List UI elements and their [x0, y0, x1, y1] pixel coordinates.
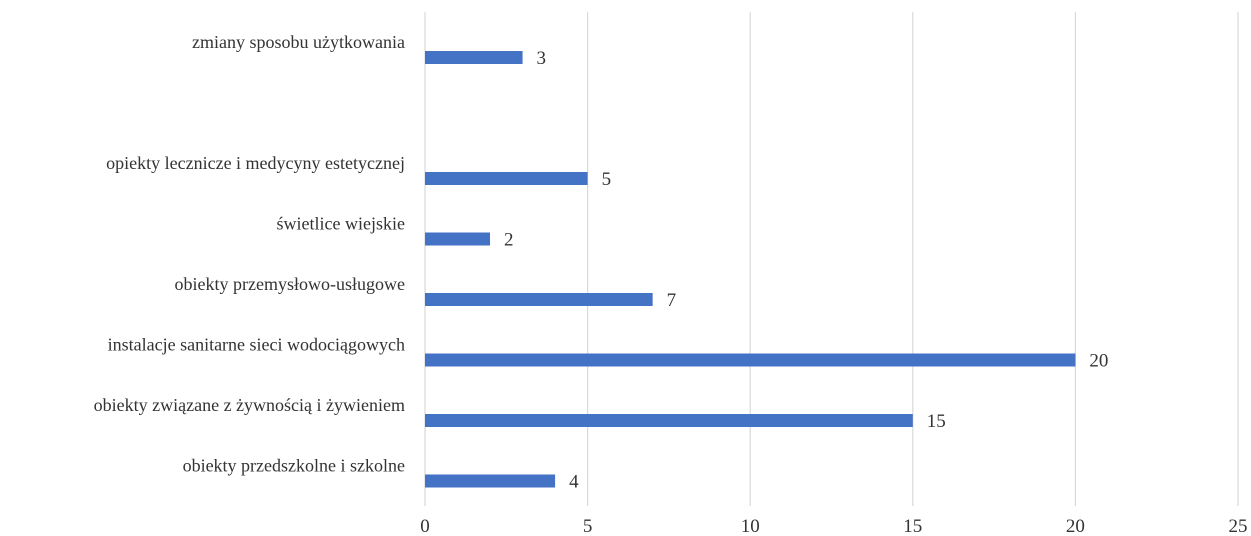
- x-tick-label: 25: [1229, 516, 1248, 536]
- bar: [425, 353, 1076, 367]
- bar: [425, 293, 653, 306]
- gridlines: [424, 12, 1239, 506]
- category-label: zmiany sposobu użytkowania: [192, 32, 405, 52]
- data-label: 20: [1089, 351, 1108, 372]
- data-label: 4: [569, 472, 579, 493]
- category-label: opiekty lecznicze i medycyny estetycznej: [106, 153, 405, 173]
- category-label: instalacje sanitarne sieci wodociągowych: [108, 335, 405, 355]
- bars: [425, 51, 1076, 488]
- data-label: 2: [504, 230, 514, 251]
- data-labels: 3 5 2 7 20 15 4: [504, 48, 1108, 493]
- x-tick-label: 15: [903, 516, 922, 536]
- x-axis-tick-labels: 0 5 10 15 20 25: [420, 516, 1247, 536]
- x-tick-label: 20: [1066, 516, 1085, 536]
- bar: [425, 51, 523, 64]
- category-label: obiekty przedszkolne i szkolne: [183, 456, 405, 476]
- category-labels: zmiany sposobu użytkowania opiekty leczni…: [94, 32, 405, 476]
- category-label: świetlice wiejskie: [277, 214, 405, 234]
- bar: [425, 172, 588, 185]
- data-label: 15: [927, 411, 946, 432]
- bar: [425, 232, 491, 246]
- x-tick-label: 10: [741, 516, 760, 536]
- data-label: 3: [537, 48, 547, 69]
- data-label: 7: [667, 290, 677, 311]
- x-tick-label: 5: [583, 516, 593, 536]
- x-tick-label: 0: [420, 516, 430, 536]
- data-label: 5: [602, 169, 612, 190]
- category-label: obiekty przemysłowo-usługowe: [175, 274, 405, 294]
- bar: [425, 414, 913, 427]
- bar: [425, 474, 556, 488]
- category-label: obiekty związane z żywnością i żywieniem: [94, 395, 405, 415]
